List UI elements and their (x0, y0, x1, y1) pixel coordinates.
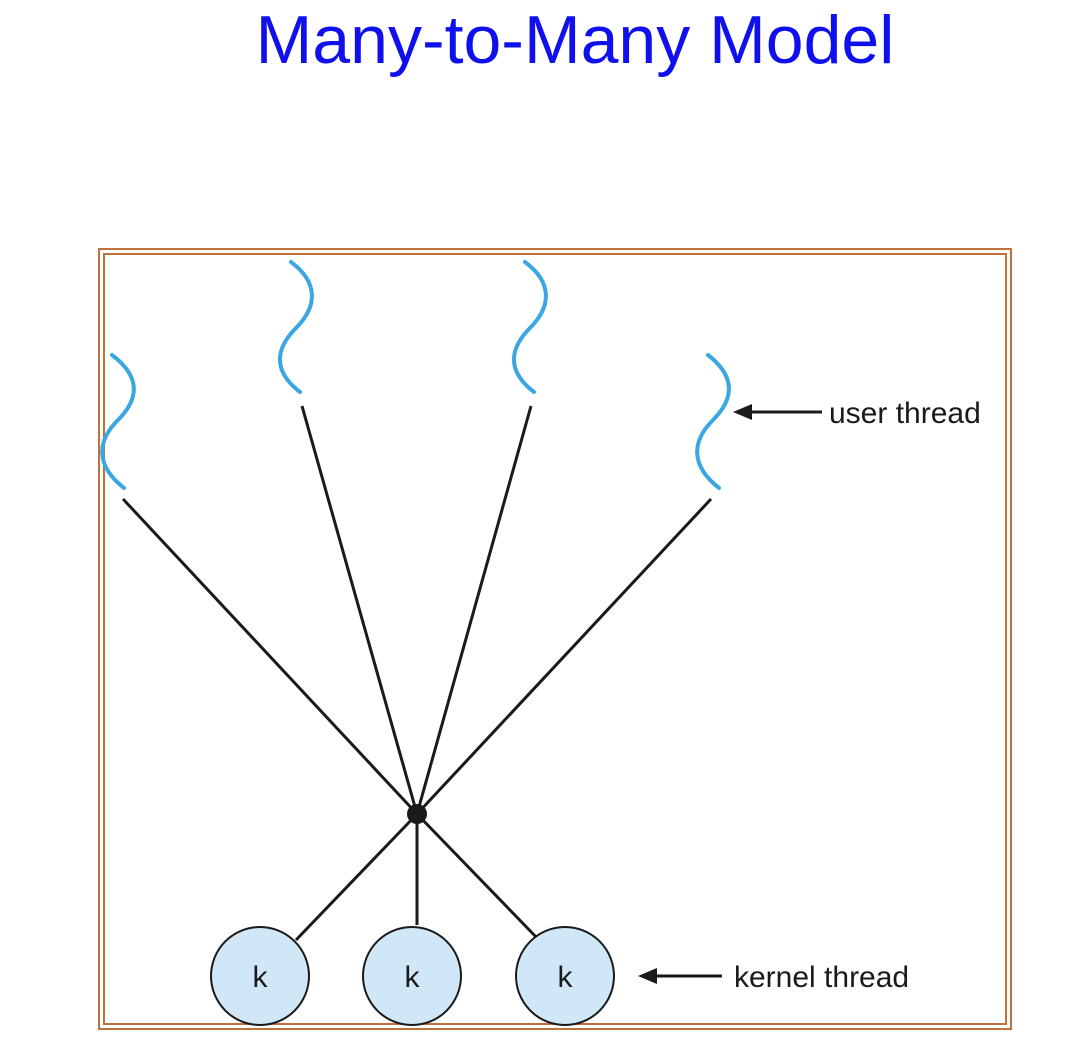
kernel-thread-label: k (558, 961, 574, 994)
wavy-thread-icon (100, 353, 136, 490)
circle-node-icon (515, 926, 615, 1026)
wavy-thread-icon (512, 260, 548, 394)
user-thread-callout: user thread (733, 397, 981, 430)
arrowhead (733, 404, 752, 420)
wavy-thread-icon (695, 353, 731, 490)
arrowhead (638, 968, 657, 984)
connection-line (294, 812, 419, 942)
kernel-thread-node: k (515, 926, 615, 1026)
wavy-thread-icon (278, 260, 314, 394)
connection-line (415, 812, 541, 942)
page-title: Many-to-Many Model (255, 2, 895, 78)
connection-line (300, 405, 419, 815)
kernel-thread-node: k (210, 926, 310, 1026)
kernel-threads: k k k (210, 926, 615, 1026)
kernel-thread-node: k (362, 926, 462, 1026)
kernel-thread-label: k (405, 961, 421, 994)
circle-node-icon (362, 926, 462, 1026)
kernel-thread-label: k (253, 961, 269, 994)
kernel-thread-callout: kernel thread (638, 961, 909, 994)
user-threads (100, 260, 731, 490)
connection-line (121, 497, 419, 816)
multiplexer-hub (407, 804, 427, 824)
connection-line (415, 497, 713, 816)
kernel-thread-label-text: kernel thread (734, 961, 909, 994)
connection-lines (121, 405, 713, 942)
user-thread-label: user thread (829, 397, 981, 430)
circle-node-icon (210, 926, 310, 1026)
connection-line (415, 405, 533, 815)
